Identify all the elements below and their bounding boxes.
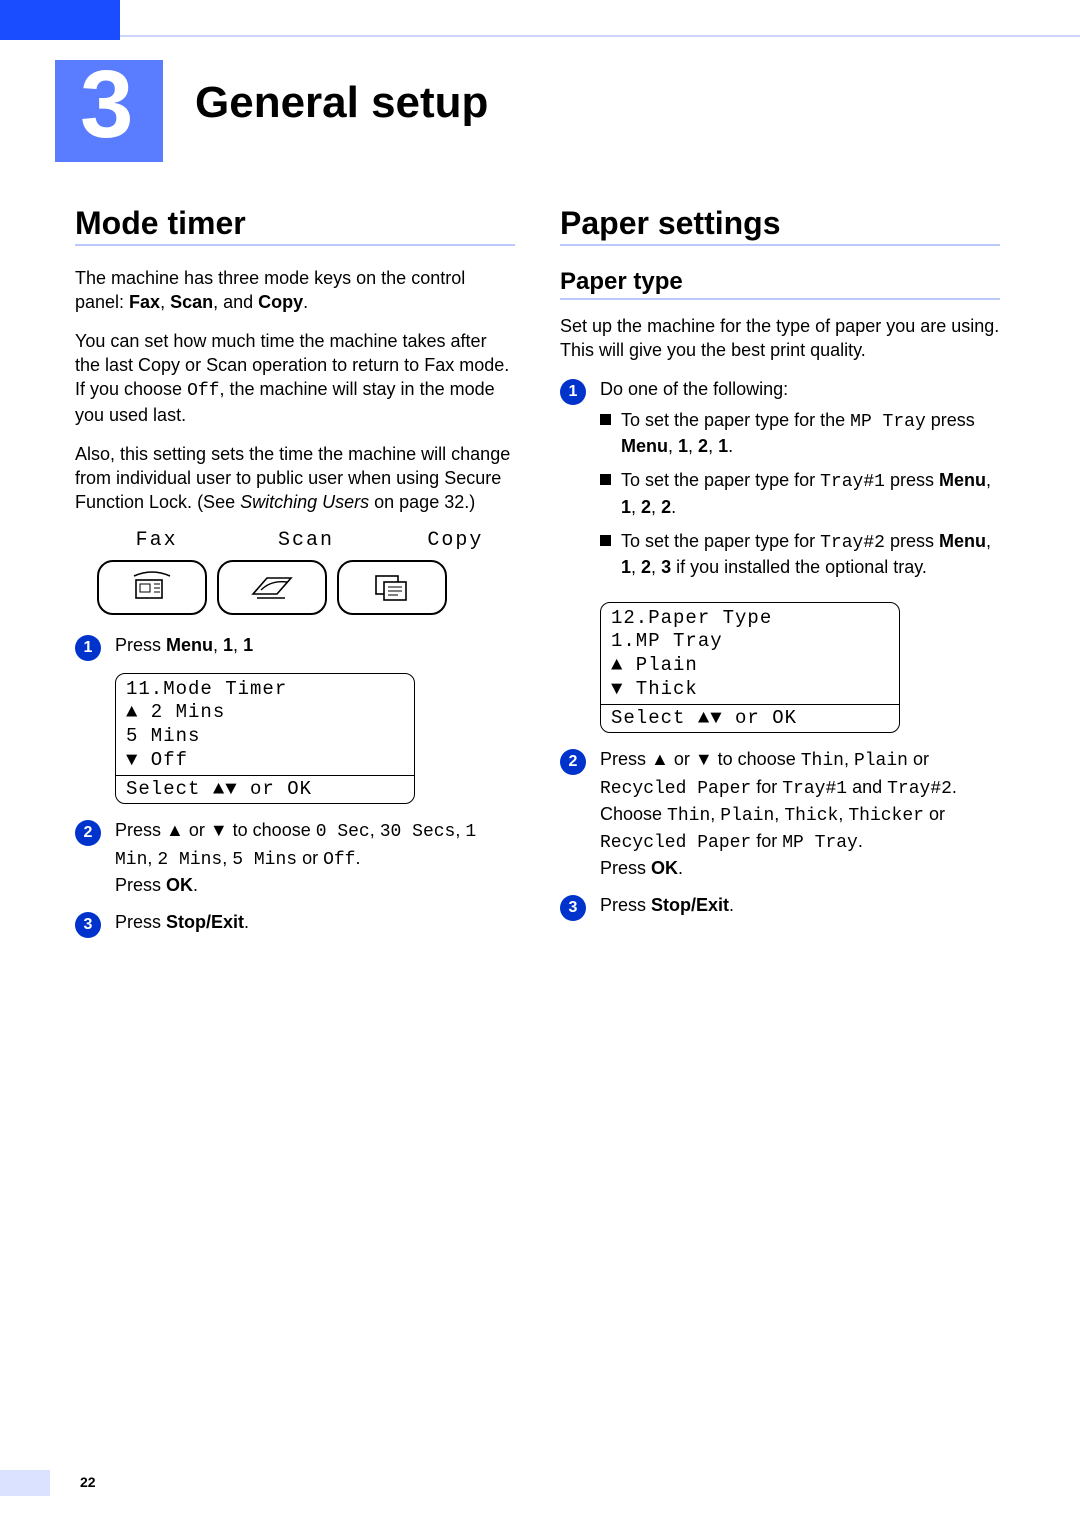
mode-timer-p1: The machine has three mode keys on the c… [75, 266, 515, 315]
fax-icon [97, 560, 207, 615]
paper-settings-heading: Paper settings [560, 205, 1000, 246]
chapter-title: General setup [195, 78, 488, 128]
left-column: Mode timer The machine has three mode ke… [75, 205, 515, 950]
lcd-paper-type: 12.Paper Type 1.MP Tray ▲ Plain ▼ Thick … [600, 602, 900, 734]
square-bullet-icon [600, 535, 611, 546]
left-step-1: 1 Press Menu, 1, 1 [75, 633, 515, 661]
right-step-3: 3 Press Stop/Exit. [560, 893, 1000, 921]
header-accent-bar [0, 0, 120, 40]
left-step-3: 3 Press Stop/Exit. [75, 910, 515, 938]
step-number-icon: 1 [560, 379, 586, 405]
square-bullet-icon [600, 474, 611, 485]
mode-icons-row [97, 560, 515, 615]
square-bullet-icon [600, 414, 611, 425]
mode-timer-p3: Also, this setting sets the time the mac… [75, 442, 515, 515]
mode-label-fax: Fax [97, 529, 216, 552]
paper-type-heading: Paper type [560, 268, 1000, 300]
right-step-2: 2 Press ▲ or ▼ to choose Thin, Plain or … [560, 747, 1000, 881]
step-number-icon: 2 [75, 820, 101, 846]
step-number-icon: 3 [75, 912, 101, 938]
mode-timer-p2: You can set how much time the machine ta… [75, 329, 515, 428]
step-number-icon: 3 [560, 895, 586, 921]
copy-icon [337, 560, 447, 615]
header-thin-rule [120, 35, 1080, 37]
step-number-icon: 1 [75, 635, 101, 661]
step-number-icon: 2 [560, 749, 586, 775]
mode-labels-row: Fax Scan Copy [97, 529, 515, 552]
bullet-tray1: To set the paper type for Tray#1 press M… [600, 468, 1000, 519]
paper-type-intro: Set up the machine for the type of paper… [560, 314, 1000, 363]
right-column: Paper settings Paper type Set up the mac… [560, 205, 1000, 933]
mode-label-copy: Copy [396, 529, 515, 552]
right-step-1: 1 Do one of the following: To set the pa… [560, 377, 1000, 590]
chapter-number: 3 [80, 50, 133, 160]
lcd-mode-timer: 11.Mode Timer ▲ 2 Mins 5 Mins ▼ Off Sele… [115, 673, 415, 805]
page-tab [0, 1470, 50, 1496]
left-step-2: 2 Press ▲ or ▼ to choose 0 Sec, 30 Secs,… [75, 818, 515, 898]
scan-icon [217, 560, 327, 615]
bullet-mp-tray: To set the paper type for the MP Tray pr… [600, 408, 1000, 459]
mode-label-scan: Scan [246, 529, 365, 552]
bullet-tray2: To set the paper type for Tray#2 press M… [600, 529, 1000, 580]
mode-timer-heading: Mode timer [75, 205, 515, 246]
page-number: 22 [80, 1474, 96, 1490]
